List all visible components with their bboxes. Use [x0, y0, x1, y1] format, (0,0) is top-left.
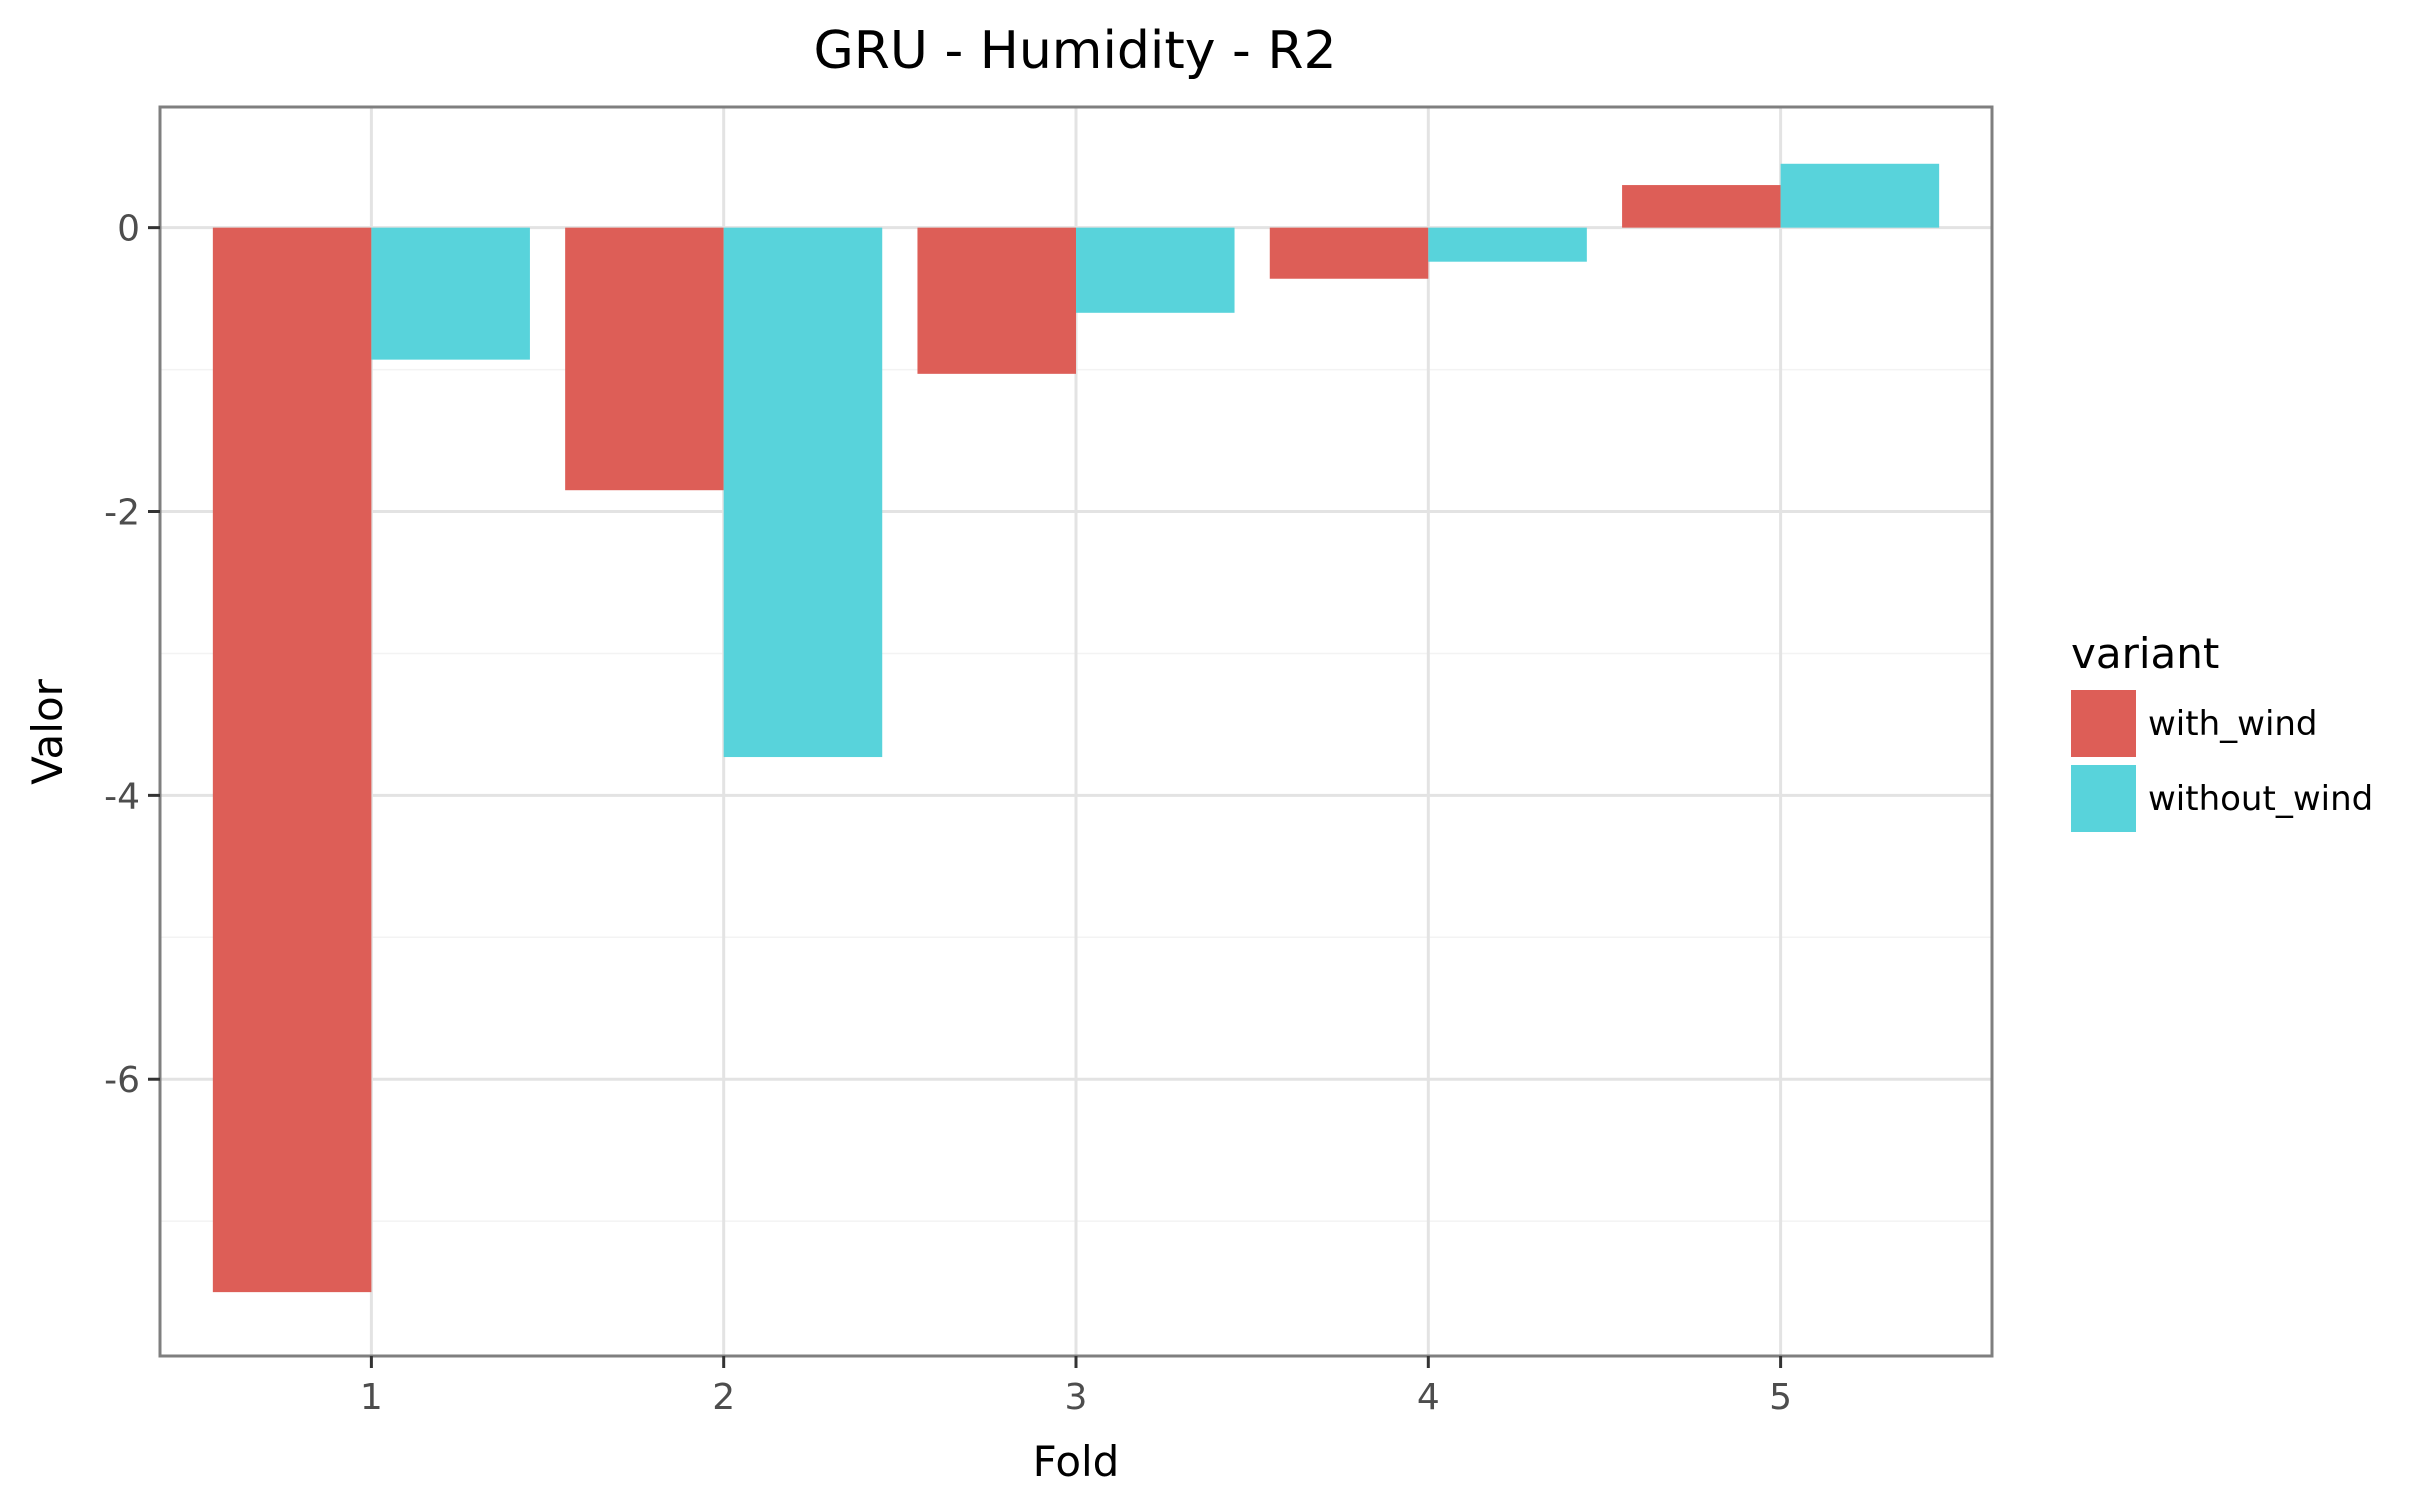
x-tick-label: 3: [1065, 1377, 1088, 1418]
bar-without-wind-fold-5: [1780, 163, 1940, 228]
x-tick-label: 1: [360, 1377, 383, 1418]
legend-items: with_wind without_wind: [2071, 690, 2373, 832]
x-axis-title: Fold: [1033, 1437, 1120, 1486]
bars: [212, 163, 1940, 1293]
bar-without-wind-fold-4: [1428, 227, 1587, 262]
x-tick-label: 2: [712, 1377, 735, 1418]
bar-with-wind-fold-5: [1622, 185, 1781, 228]
legend-key-without-wind: [2071, 765, 2136, 832]
y-tick-label: -6: [104, 1060, 140, 1101]
bar-with-wind-fold-1: [212, 227, 372, 1293]
x-axis: 1 2 3 4 5: [360, 1356, 1792, 1418]
legend-label: with_wind: [2148, 704, 2318, 744]
legend-title: variant: [2071, 629, 2219, 678]
y-tick-label: -2: [104, 493, 140, 534]
legend-key-with-wind: [2071, 690, 2136, 757]
bar-without-wind-fold-1: [371, 227, 530, 360]
legend: variant with_wind without_wind: [2071, 629, 2373, 832]
x-tick-label: 5: [1769, 1377, 1792, 1418]
y-axis: 0 -2 -4 -6: [104, 209, 160, 1101]
bar-with-wind-fold-3: [917, 227, 1076, 374]
plot-area: [158, 105, 1994, 1358]
bar-without-wind-fold-2: [723, 227, 883, 758]
legend-label: without_wind: [2148, 779, 2373, 819]
chart-title: GRU - Humidity - R2: [813, 21, 1336, 81]
bar-with-wind-fold-2: [565, 227, 724, 491]
y-tick-label: 0: [117, 209, 140, 250]
bar-with-wind-fold-4: [1269, 227, 1429, 279]
y-axis-title: Valor: [23, 678, 72, 785]
y-tick-label: -4: [104, 776, 140, 817]
x-tick-label: 4: [1417, 1377, 1440, 1418]
bar-without-wind-fold-3: [1076, 227, 1235, 313]
